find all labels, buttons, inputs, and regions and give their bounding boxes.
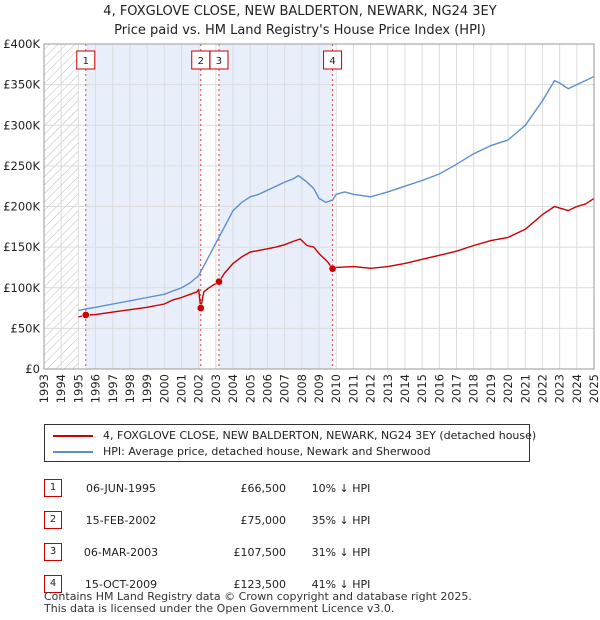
chart-title: 4, FOXGLOVE CLOSE, NEW BALDERTON, NEWARK…: [103, 4, 496, 19]
table-row: 3 06-MAR-2003 £107,500 31% ↓ HPI: [40, 536, 396, 568]
sale-badge: 3: [44, 543, 62, 561]
sale-badge: 2: [44, 511, 62, 529]
x-tick-label: 2000: [157, 374, 171, 403]
sales-table: 1 06-JUN-1995 £66,500 10% ↓ HPI 2 15-FEB…: [40, 472, 396, 600]
y-tick-label: £150K: [3, 240, 40, 254]
sale-date: 15-FEB-2002: [85, 513, 157, 527]
y-tick-label: £0: [25, 362, 40, 376]
x-tick-label: 2007: [278, 374, 292, 403]
table-row: 4 15-OCT-2009 £123,500 41% ↓ HPI: [40, 568, 396, 600]
chart-legend: 4, FOXGLOVE CLOSE, NEW BALDERTON, NEWARK…: [44, 424, 536, 462]
x-tick-label: 2008: [295, 374, 309, 403]
x-tick-label: 2025: [587, 374, 600, 403]
x-tick-label: 2015: [415, 374, 429, 403]
sale-date: 06-JUN-1995: [85, 481, 157, 495]
y-tick-label: £400K: [3, 37, 40, 51]
x-tick-label: 1995: [71, 374, 85, 403]
y-tick-label: £50K: [11, 321, 41, 335]
sale-label: 2: [198, 56, 204, 67]
y-tick-label: £100K: [3, 281, 40, 295]
sale-point: [196, 304, 205, 312]
sale-hpi-diff: 31% ↓ HPI: [311, 545, 371, 559]
x-tick-label: 2019: [484, 374, 498, 403]
x-tick-label: 1994: [54, 374, 68, 403]
x-tick-label: 2005: [243, 374, 257, 403]
x-tick-label: 2003: [209, 374, 223, 403]
sale-hpi-diff: 10% ↓ HPI: [311, 481, 371, 495]
legend-swatch-hpi: [53, 451, 93, 453]
sale-hpi-diff: 41% ↓ HPI: [311, 577, 371, 591]
x-tick-label: 2001: [175, 374, 189, 403]
x-tick-label: 2018: [467, 374, 481, 403]
x-tick-label: 2024: [570, 374, 584, 403]
x-tick-label: 2011: [346, 374, 360, 403]
sale-date: 06-MAR-2003: [83, 545, 159, 559]
sale-price: £75,000: [240, 513, 287, 527]
sale-badge: 1: [44, 479, 62, 497]
x-tick-label: 2012: [364, 374, 378, 403]
x-tick-label: 2022: [535, 374, 549, 403]
legend-swatch-property: [53, 435, 93, 437]
sale-point: [215, 277, 223, 286]
x-tick-label: 1999: [140, 374, 154, 403]
y-tick-label: £200K: [3, 200, 40, 214]
x-tick-label: 2004: [226, 374, 240, 403]
x-tick-label: 2006: [260, 374, 274, 403]
sale-date: 15-OCT-2009: [84, 577, 158, 591]
x-tick-label: 2013: [381, 374, 395, 403]
sale-label-box: [76, 50, 96, 70]
sale-price: £107,500: [233, 545, 287, 559]
legend-label-hpi: HPI: Average price, detached house, Newa…: [103, 445, 431, 458]
sale-label: 3: [216, 56, 222, 67]
sale-price: £123,500: [233, 577, 287, 591]
legend-label-property: 4, FOXGLOVE CLOSE, NEW BALDERTON, NEWARK…: [103, 429, 537, 442]
price-chart: 4, FOXGLOVE CLOSE, NEW BALDERTON, NEWARK…: [3, 4, 600, 403]
x-tick-label: 1993: [37, 374, 51, 403]
y-tick-label: £350K: [3, 78, 40, 92]
table-row: 1 06-JUN-1995 £66,500 10% ↓ HPI: [40, 472, 396, 504]
sale-point: [328, 264, 337, 273]
series-line-hpi: [78, 75, 594, 312]
series-line-property: [78, 197, 594, 318]
sale-point: [81, 311, 90, 319]
x-tick-label: 2023: [553, 374, 567, 403]
chart-subtitle: Price paid vs. HM Land Registry's House …: [114, 23, 486, 38]
x-tick-label: 2014: [398, 374, 412, 403]
x-tick-label: 2009: [312, 374, 326, 403]
x-tick-label: 2021: [518, 374, 532, 403]
plot-frame: [43, 43, 595, 370]
sale-label-box: [323, 50, 343, 70]
footer-line-licence: This data is licensed under the Open Gov…: [44, 602, 395, 615]
x-tick-label: 2020: [501, 374, 515, 403]
y-tick-label: £250K: [3, 159, 40, 173]
footer-attribution: Contains HM Land Registry data © Crown c…: [44, 591, 472, 615]
x-tick-label: 1998: [123, 374, 137, 403]
footer-line-copyright: Contains HM Land Registry data © Crown c…: [44, 590, 472, 603]
table-row: 2 15-FEB-2002 £75,000 35% ↓ HPI: [40, 504, 396, 536]
sale-badge: 4: [44, 575, 62, 593]
x-tick-label: 2010: [329, 374, 343, 403]
sale-hpi-diff: 35% ↓ HPI: [311, 513, 371, 527]
x-tick-label: 2002: [192, 374, 206, 403]
y-tick-label: £300K: [3, 118, 40, 132]
x-tick-label: 1997: [106, 374, 120, 403]
sale-label: 4: [329, 56, 335, 67]
x-tick-label: 1996: [89, 374, 103, 403]
x-tick-label: 2017: [450, 374, 464, 403]
sale-price: £66,500: [240, 481, 287, 495]
x-tick-label: 2016: [432, 374, 446, 403]
sale-label: 1: [83, 56, 89, 67]
sale-label-box: [209, 50, 229, 70]
